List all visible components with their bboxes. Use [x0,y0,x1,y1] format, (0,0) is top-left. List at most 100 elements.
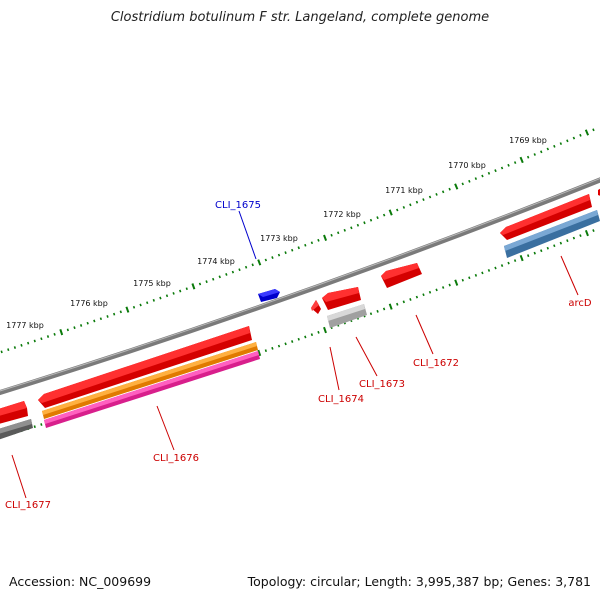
gene-cli-1675-feature[interactable] [258,289,280,302]
cds-cli-1676-orange[interactable] [42,342,258,419]
gene-cli-1677-feature[interactable] [0,401,28,425]
ruler-tick [584,129,590,136]
ruler-tick [291,248,294,252]
ruler-tick [198,282,202,286]
ruler-tick [191,283,196,290]
ruler-tick [500,166,504,170]
cds-arcd-feature[interactable] [504,210,600,258]
ruler-tick [323,234,328,241]
ruler-tick [468,276,471,280]
ruler-tick [533,153,536,156]
ruler-tick [317,330,320,334]
ruler-tick [337,231,340,235]
ruler-tick [363,221,366,225]
accession-text: Accession: NC_009699 [9,574,152,589]
ruler-tick [369,312,373,316]
ruler-tick [572,236,576,240]
ruler-tick [317,238,320,242]
ruler-tick [388,209,393,216]
ruler-tick [159,296,162,300]
gene-label-cli-1676[interactable]: CLI_1676 [153,453,199,464]
ruler-tick [369,218,373,222]
ruler-tick [454,183,459,190]
ruler-tick [422,293,425,297]
ruler-tick [519,254,524,262]
ruler-tick [448,283,451,287]
ruler-tick [7,348,10,352]
ruler-label: 1769 kbp [509,136,547,145]
ruler-tick [0,350,3,354]
ruler-tick [540,249,543,253]
cli-1674-connector [329,346,340,391]
genome-backbone [0,177,600,396]
gene-cli-1676-feature[interactable] [38,326,252,408]
ruler-tick [527,254,530,258]
ruler-label: 1774 kbp [197,257,235,266]
ruler-tick [106,315,109,318]
ruler-tick [494,266,497,270]
ruler-tick [448,187,451,191]
ruler-tick [474,177,478,181]
ruler-tick [441,286,445,289]
ruler-tick [291,340,294,343]
ruler-tick [304,243,307,247]
ruler-tick [33,425,36,429]
ruler-tick [244,265,248,269]
ruler-tick [487,269,491,272]
ruler-tick [435,192,438,196]
ruler-tick [592,229,595,232]
gene-label-arcd[interactable]: arcD [568,298,592,309]
gene-label-cli-1674[interactable]: CLI_1674 [318,394,364,405]
ruler-tick [165,294,169,298]
cds-cli-1673-feature[interactable] [327,304,367,328]
ruler-tick [113,312,116,316]
genome-summary-text: Topology: circular; Length: 3,995,387 bp… [247,574,591,589]
genome-backbone-highlight [0,177,600,392]
gene-arcd-feature[interactable] [500,194,592,240]
ruler-tick [584,229,589,237]
map-title: Clostridium botulinum F str. Langeland, … [110,10,490,25]
cds-cli-1677-feature[interactable] [0,419,33,441]
ruler-tick [271,346,274,350]
gene-label-cli-1675[interactable]: CLI_1675 [215,200,261,211]
ruler-tick [481,174,484,178]
gene-cli-1674-feature[interactable] [311,300,321,314]
gene-cli-1673-feature[interactable] [322,287,361,310]
ruler-tick [53,332,56,336]
ruler-label: 1773 kbp [260,234,298,243]
ruler-tick [579,234,582,238]
ruler-tick [376,216,379,220]
ruler-tick [468,179,471,183]
ruler-tick [507,163,510,167]
outer-ruler [0,128,595,354]
cli-1672-connector [415,314,434,355]
gene-label-cli-1673[interactable]: CLI_1673 [359,379,405,390]
ruler-tick [119,310,122,314]
ruler-tick [297,337,300,341]
ruler-tick [592,128,595,132]
ruler-tick [99,317,103,321]
ruler-tick [402,300,405,304]
gene-cli-1672-feature[interactable] [381,263,422,288]
ruler-tick [507,261,510,265]
ruler-tick [559,142,563,146]
gene-label-cli-1677[interactable]: CLI_1677 [5,500,51,511]
ruler-tick [179,289,182,293]
gene-label-cli-1672[interactable]: CLI_1672 [413,358,459,369]
ruler-tick [79,324,83,327]
ruler-tick [553,244,556,248]
ruler-tick [59,328,64,336]
ruler-tick [461,278,464,282]
ruler-tick [218,275,221,279]
ruler-tick [402,205,406,209]
ruler-tick [125,306,130,313]
ruler-tick [284,342,287,346]
ruler-tick [33,339,36,343]
ruler-tick [356,223,360,227]
ruler-tick [205,280,208,284]
cds-cli-1676-pink[interactable] [44,351,260,428]
ruler-tick [474,273,478,277]
ruler-tick [559,241,563,245]
ruler-tick [487,171,491,175]
